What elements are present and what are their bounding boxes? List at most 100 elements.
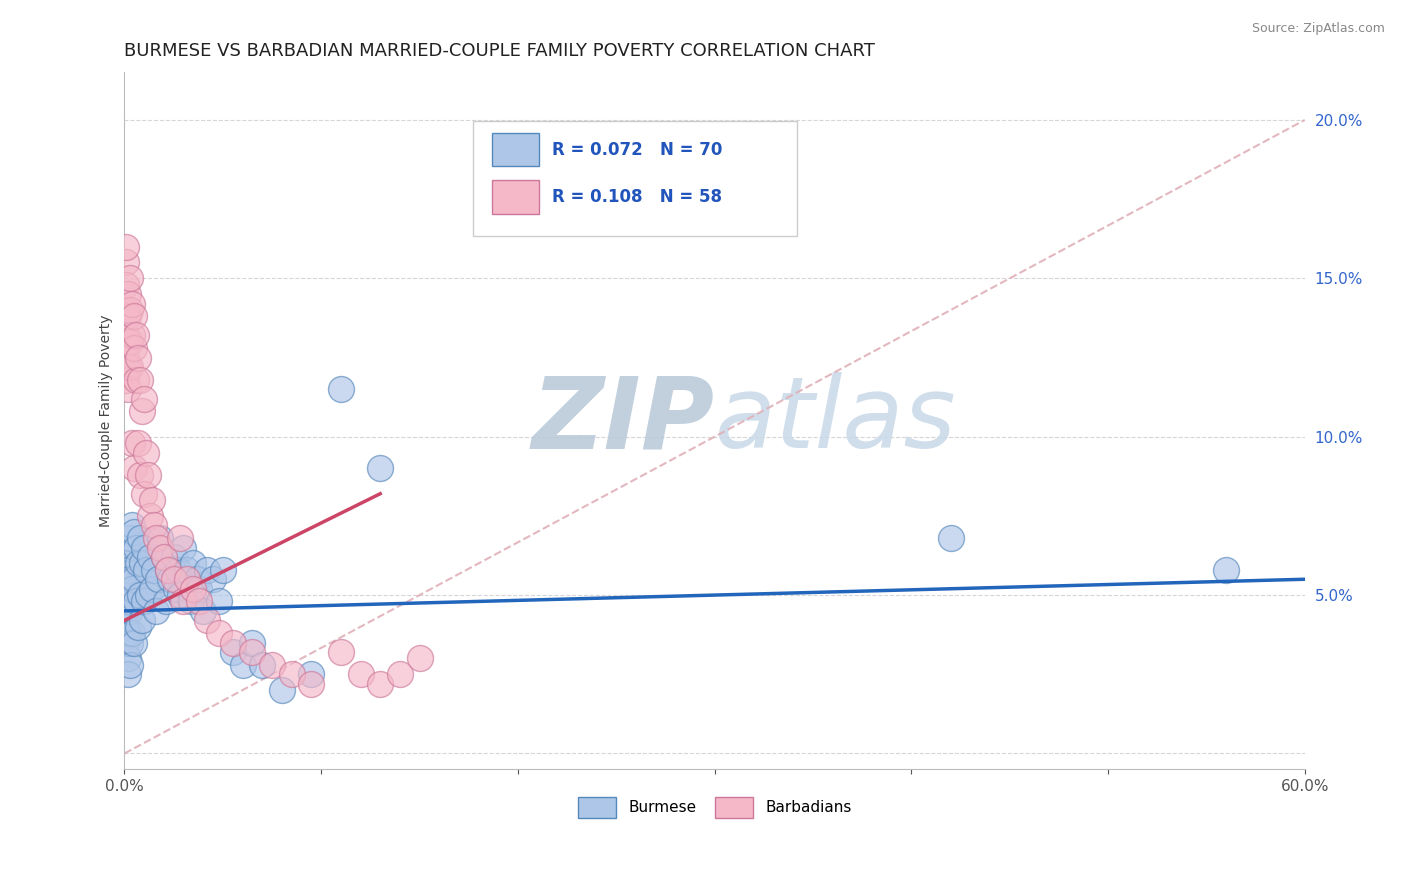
- Point: [173, 541, 195, 555]
- Point: [163, 550, 186, 565]
- Point: [153, 550, 176, 565]
- Point: [117, 334, 139, 349]
- Text: atlas: atlas: [714, 372, 956, 469]
- Point: [299, 667, 322, 681]
- Point: [117, 651, 139, 665]
- Point: [186, 572, 208, 586]
- Point: [117, 359, 139, 374]
- Point: [155, 594, 177, 608]
- Text: ZIP: ZIP: [531, 372, 714, 469]
- Point: [120, 572, 142, 586]
- Point: [163, 572, 186, 586]
- Point: [388, 667, 411, 681]
- Point: [134, 594, 156, 608]
- Point: [115, 303, 138, 318]
- Point: [129, 373, 152, 387]
- Point: [221, 635, 243, 649]
- Point: [129, 531, 152, 545]
- Point: [195, 614, 218, 628]
- Point: [115, 604, 138, 618]
- Point: [127, 620, 149, 634]
- Point: [124, 310, 146, 324]
- Point: [131, 404, 153, 418]
- Point: [181, 557, 204, 571]
- Point: [115, 328, 138, 343]
- Point: [117, 287, 139, 301]
- Text: BURMESE VS BARBADIAN MARRIED-COUPLE FAMILY POVERTY CORRELATION CHART: BURMESE VS BARBADIAN MARRIED-COUPLE FAMI…: [125, 42, 876, 60]
- Point: [117, 382, 139, 396]
- Point: [117, 541, 139, 555]
- Point: [139, 508, 162, 523]
- Point: [136, 588, 159, 602]
- Point: [120, 657, 142, 672]
- Point: [121, 518, 143, 533]
- Point: [329, 382, 352, 396]
- Point: [125, 594, 148, 608]
- Point: [329, 645, 352, 659]
- Point: [188, 594, 211, 608]
- Point: [299, 677, 322, 691]
- Point: [136, 467, 159, 482]
- Point: [156, 563, 179, 577]
- Legend: Burmese, Barbadians: Burmese, Barbadians: [572, 790, 858, 824]
- Point: [169, 588, 191, 602]
- Point: [149, 541, 172, 555]
- Point: [139, 550, 162, 565]
- Point: [181, 582, 204, 596]
- Point: [115, 557, 138, 571]
- Point: [117, 594, 139, 608]
- Point: [127, 436, 149, 450]
- Point: [146, 572, 169, 586]
- Point: [221, 645, 243, 659]
- Text: R = 0.108   N = 58: R = 0.108 N = 58: [551, 188, 721, 206]
- Point: [115, 255, 138, 269]
- Point: [121, 328, 143, 343]
- Point: [165, 582, 187, 596]
- Point: [124, 572, 146, 586]
- Point: [169, 531, 191, 545]
- Point: [368, 677, 391, 691]
- Point: [260, 657, 283, 672]
- Point: [115, 351, 138, 365]
- Point: [145, 531, 167, 545]
- Point: [211, 563, 233, 577]
- Point: [208, 626, 231, 640]
- Point: [153, 550, 176, 565]
- FancyBboxPatch shape: [492, 180, 538, 214]
- Point: [117, 667, 139, 681]
- Point: [349, 667, 371, 681]
- Point: [368, 461, 391, 475]
- Point: [141, 582, 163, 596]
- Point: [250, 657, 273, 672]
- Point: [145, 604, 167, 618]
- Point: [131, 557, 153, 571]
- Y-axis label: Married-Couple Family Poverty: Married-Couple Family Poverty: [100, 315, 114, 527]
- Point: [121, 436, 143, 450]
- Point: [134, 392, 156, 406]
- Point: [115, 572, 138, 586]
- Point: [1215, 563, 1237, 577]
- Point: [120, 635, 142, 649]
- Point: [143, 518, 166, 533]
- FancyBboxPatch shape: [492, 133, 538, 167]
- Point: [191, 604, 214, 618]
- Point: [280, 667, 302, 681]
- Point: [143, 563, 166, 577]
- Point: [121, 296, 143, 310]
- Point: [231, 657, 253, 672]
- Point: [117, 626, 139, 640]
- Point: [115, 588, 138, 602]
- Point: [173, 594, 195, 608]
- Point: [115, 373, 138, 387]
- Point: [125, 541, 148, 555]
- Point: [129, 588, 152, 602]
- Point: [120, 531, 142, 545]
- FancyBboxPatch shape: [472, 121, 797, 236]
- Point: [129, 467, 152, 482]
- Point: [120, 334, 142, 349]
- Point: [176, 563, 198, 577]
- Point: [115, 277, 138, 292]
- Point: [120, 359, 142, 374]
- Point: [208, 594, 231, 608]
- Point: [120, 303, 142, 318]
